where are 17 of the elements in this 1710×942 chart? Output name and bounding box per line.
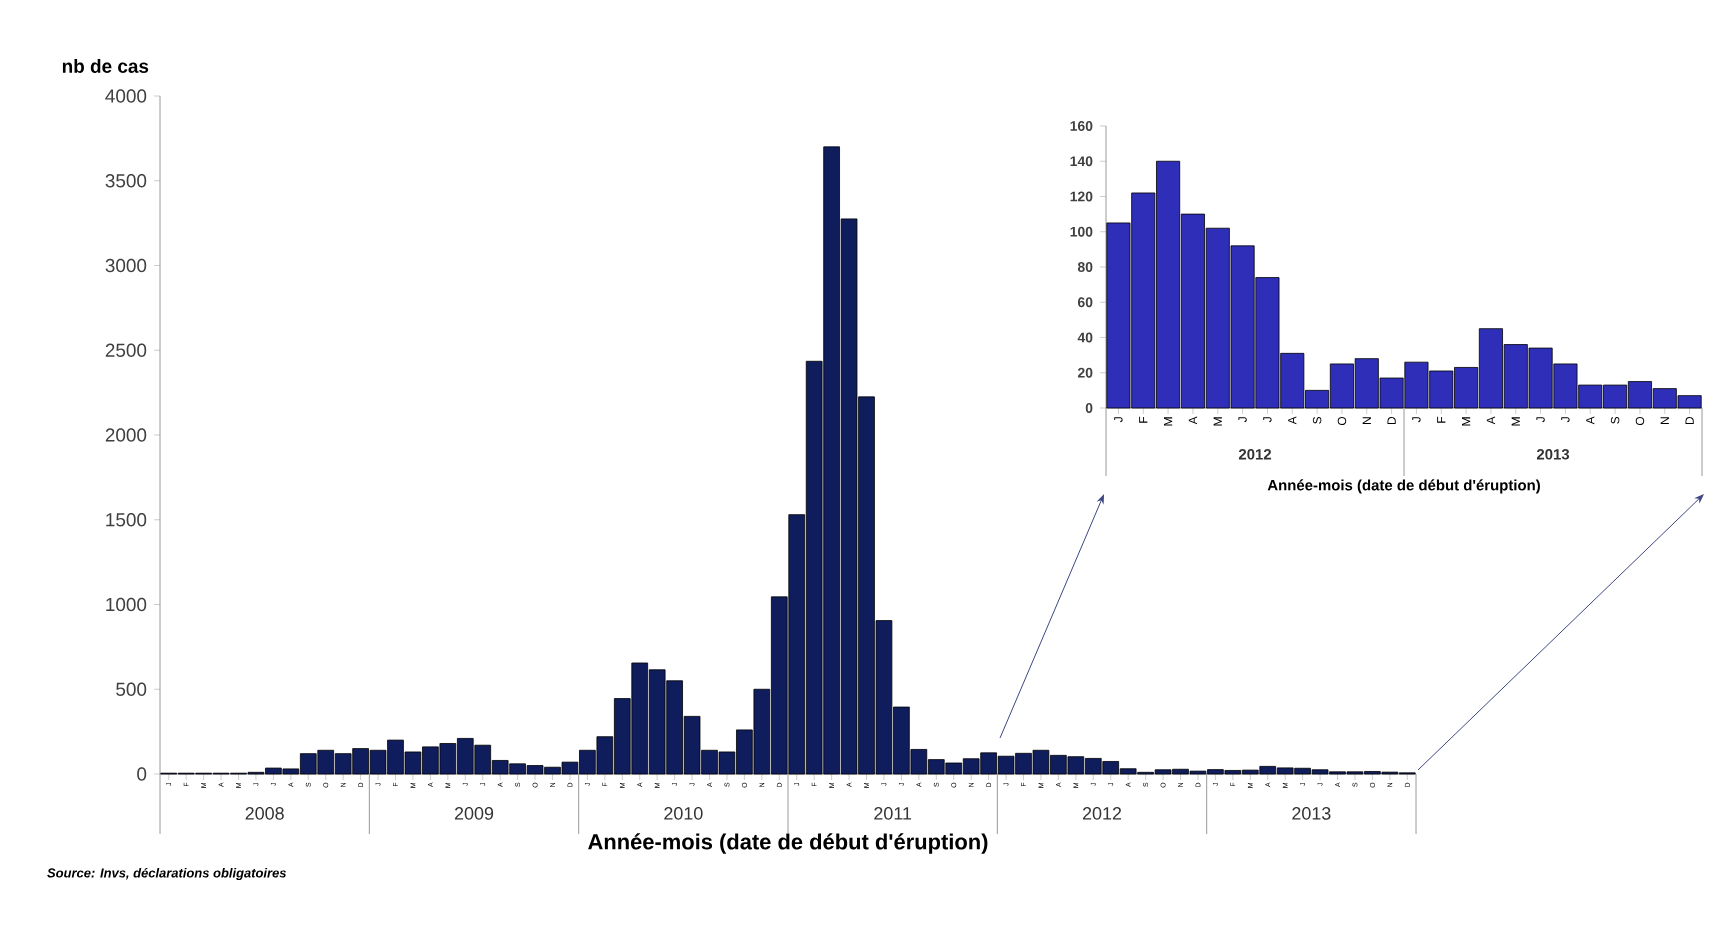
- text: 2012: [1082, 807, 1122, 820]
- y-tick-label: 2000: [105, 428, 147, 442]
- y-tick-label: 4000: [105, 89, 147, 103]
- text: 2008: [245, 807, 284, 820]
- text: 2011: [874, 807, 912, 820]
- y-tick-label: 1000: [106, 597, 147, 612]
- y-tick-label: 3000: [105, 258, 147, 273]
- y-tick-label: 3500: [105, 174, 147, 188]
- x-axis-title: Année-mois (date de début d'éruption): [588, 833, 988, 854]
- y-tick-label: 500: [116, 682, 147, 696]
- y-tick-label: 2500: [105, 343, 147, 357]
- y-tick-label: 1500: [106, 513, 147, 527]
- text: 2010: [664, 807, 703, 820]
- y-axis-title: nb de cas: [62, 59, 149, 73]
- y-tick-label: 0: [137, 767, 147, 781]
- text: 2013: [1292, 807, 1331, 820]
- text: 2009: [454, 807, 494, 820]
